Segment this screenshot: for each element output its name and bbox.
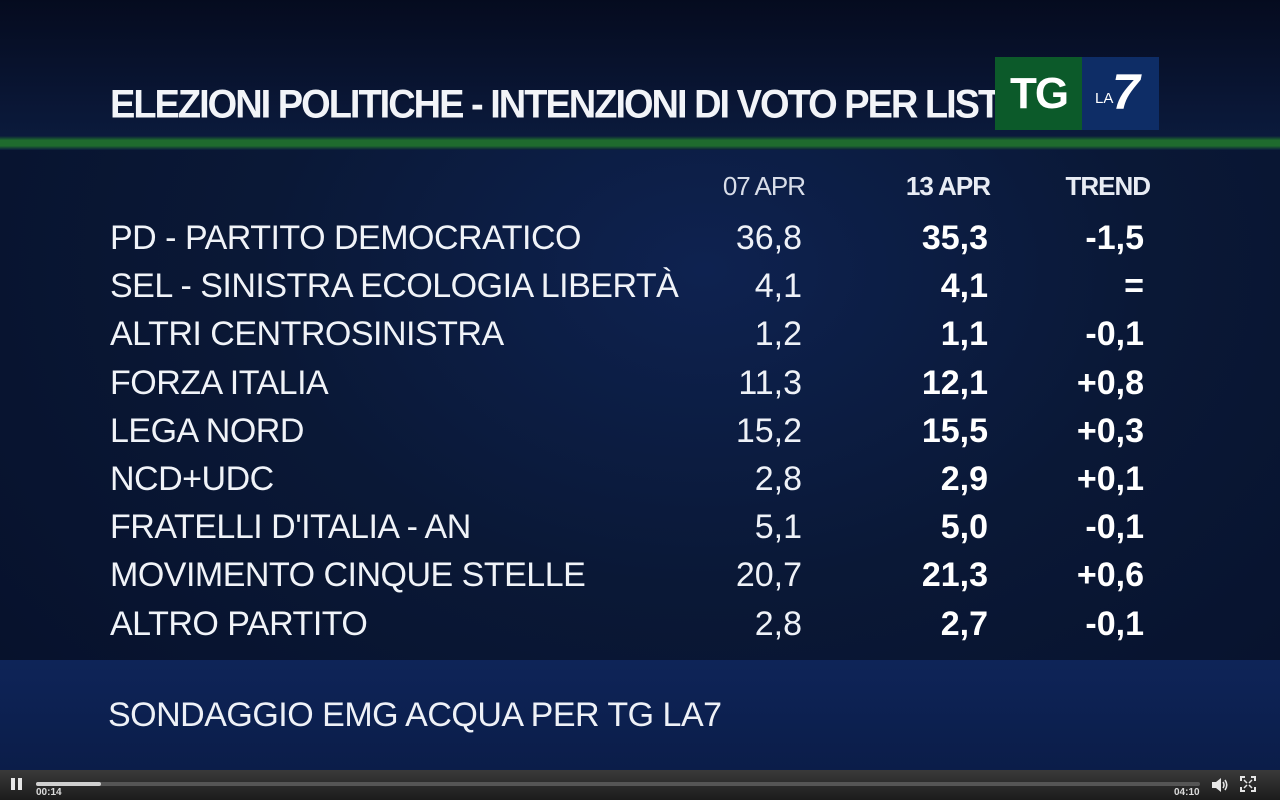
value-13-apr: 12,1 — [921, 363, 988, 402]
trend-value: +0,3 — [1076, 411, 1144, 450]
column-header-trend: TREND — [1065, 171, 1151, 201]
trend-value: -0,1 — [1085, 315, 1144, 354]
value-07-apr: 2,8 — [754, 604, 802, 643]
value-13-apr: 2,9 — [940, 460, 988, 498]
trend-value: -0,1 — [1085, 604, 1144, 643]
party-name: ALTRO PARTITO — [110, 604, 368, 643]
value-13-apr: 2,7 — [940, 604, 988, 643]
value-07-apr: 36,8 — [735, 219, 802, 257]
party-name: LEGA NORD — [110, 411, 304, 450]
value-07-apr: 15,2 — [735, 411, 802, 450]
header-divider — [0, 136, 1280, 150]
table-row: FRATELLI D'ITALIA - AN 5,1 5,0 -0,1 — [0, 503, 1280, 551]
value-07-apr: 11,3 — [738, 363, 802, 402]
party-name: FRATELLI D'ITALIA - AN — [110, 508, 471, 547]
volume-icon[interactable] — [1210, 776, 1230, 794]
table-row: MOVIMENTO CINQUE STELLE 20,7 21,3 +0,6 — [0, 551, 1280, 599]
value-13-apr: 21,3 — [921, 556, 988, 595]
party-name: PD - PARTITO DEMOCRATICO — [110, 219, 581, 257]
table-row: SEL - SINISTRA ECOLOGIA LIBERTÀ 4,1 4,1 = — [0, 262, 1280, 310]
value-07-apr: 2,8 — [754, 460, 802, 498]
logo-seven-text: 7 — [1112, 64, 1140, 120]
total-time: 04:10 — [1174, 787, 1200, 798]
trend-value: +0,1 — [1076, 460, 1144, 498]
party-name: ALTRI CENTROSINISTRA — [110, 315, 504, 354]
value-13-apr: 4,1 — [940, 267, 988, 306]
trend-value: -0,1 — [1085, 508, 1144, 547]
progress-bar[interactable] — [36, 782, 1200, 786]
logo-la7: LA 7 — [1082, 57, 1159, 130]
party-name: NCD+UDC — [110, 460, 274, 498]
value-13-apr: 1,1 — [940, 315, 988, 354]
table-row: PD - PARTITO DEMOCRATICO 36,8 35,3 -1,5 — [0, 214, 1280, 262]
trend-value: +0,6 — [1076, 556, 1144, 595]
value-13-apr: 35,3 — [921, 219, 988, 257]
table-row: NCD+UDC 2,8 2,9 +0,1 — [0, 455, 1280, 503]
fullscreen-icon[interactable] — [1240, 776, 1256, 792]
column-header-07-apr: 07 APR — [722, 171, 806, 201]
value-07-apr: 4,1 — [754, 267, 802, 306]
value-13-apr: 5,0 — [940, 508, 988, 547]
tg-la7-logo: TG LA 7 — [995, 57, 1159, 130]
current-time: 00:14 — [36, 787, 62, 798]
trend-value: = — [1124, 267, 1144, 306]
value-13-apr: 15,5 — [921, 411, 988, 450]
column-header-13-apr: 13 APR — [905, 171, 991, 201]
party-name: MOVIMENTO CINQUE STELLE — [110, 556, 586, 595]
pause-icon[interactable] — [8, 775, 26, 793]
value-07-apr: 20,7 — [735, 556, 802, 595]
trend-value: +0,8 — [1076, 363, 1144, 402]
source-note: SONDAGGIO EMG ACQUA PER TG LA7 — [108, 696, 722, 734]
table-row: ALTRO PARTITO 2,8 2,7 -0,1 — [0, 600, 1280, 648]
footer-band — [0, 660, 1280, 770]
table-row: LEGA NORD 15,2 15,5 +0,3 — [0, 407, 1280, 455]
page-title: ELEZIONI POLITICHE - INTENZIONI DI VOTO … — [110, 82, 1024, 128]
logo-la-text: LA — [1095, 90, 1114, 107]
table-row: FORZA ITALIA 11,3 12,1 +0,8 — [0, 359, 1280, 407]
trend-value: -1,5 — [1085, 219, 1144, 257]
table-row: ALTRI CENTROSINISTRA 1,2 1,1 -0,1 — [0, 310, 1280, 358]
progress-fill — [36, 782, 102, 786]
value-07-apr: 1,2 — [754, 315, 802, 354]
party-name: FORZA ITALIA — [110, 363, 329, 402]
video-player-controls: 00:14 04:10 — [0, 770, 1280, 800]
value-07-apr: 5,1 — [754, 508, 802, 547]
logo-tg: TG — [995, 57, 1082, 130]
video-frame: ELEZIONI POLITICHE - INTENZIONI DI VOTO … — [0, 0, 1280, 770]
party-name: SEL - SINISTRA ECOLOGIA LIBERTÀ — [110, 267, 679, 306]
